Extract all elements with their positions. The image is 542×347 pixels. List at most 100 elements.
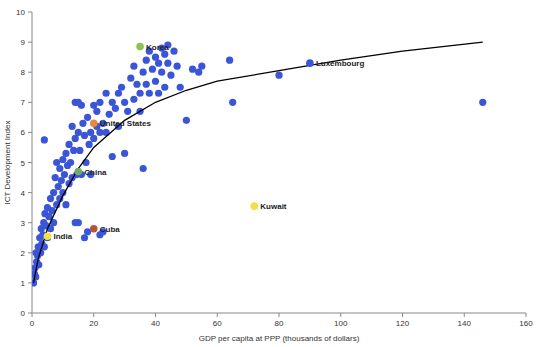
point-label: Cuba <box>100 225 121 234</box>
y-tick-label: 7 <box>21 98 26 107</box>
point <box>41 136 48 143</box>
y-tick <box>28 162 32 163</box>
x-tick <box>217 313 218 317</box>
point <box>189 66 196 73</box>
highlight-point <box>90 120 98 128</box>
y-tick <box>28 12 32 13</box>
x-tick <box>32 313 33 317</box>
x-tick-label: 140 <box>458 319 472 328</box>
x-tick <box>155 313 156 317</box>
point <box>149 66 156 73</box>
y-tick <box>28 72 32 73</box>
chart: 012345678910020406080100120140160GDP per… <box>0 0 542 347</box>
point <box>124 108 131 115</box>
point <box>84 114 91 121</box>
y-tick <box>28 102 32 103</box>
y-tick-label: 3 <box>21 219 26 228</box>
point <box>121 150 128 157</box>
point <box>155 60 162 67</box>
plot-area <box>32 42 486 287</box>
highlight-point <box>306 59 314 67</box>
point <box>81 132 88 139</box>
point <box>479 99 486 106</box>
point <box>52 174 59 181</box>
point <box>130 63 137 70</box>
point <box>177 84 184 91</box>
point-label: China <box>84 168 107 177</box>
point <box>170 48 177 55</box>
point <box>75 219 82 226</box>
point <box>75 129 82 136</box>
point <box>76 147 83 154</box>
x-tick-label: 40 <box>151 319 160 328</box>
point <box>133 81 140 88</box>
point <box>62 150 69 157</box>
highlight-point <box>251 202 259 210</box>
y-tick-label: 6 <box>21 128 26 137</box>
highlight-point <box>90 225 98 233</box>
point <box>75 99 82 106</box>
point <box>70 147 77 154</box>
point <box>109 153 116 160</box>
x-tick-label: 60 <box>213 319 222 328</box>
point-label: United States <box>100 119 152 128</box>
point-label: Luxembourg <box>316 59 365 68</box>
x-tick <box>279 313 280 317</box>
y-tick-label: 8 <box>21 68 26 77</box>
highlight-point <box>136 43 144 51</box>
y-tick <box>28 252 32 253</box>
point <box>167 72 174 79</box>
point <box>174 63 181 70</box>
point <box>164 60 171 67</box>
x-tick <box>526 313 527 317</box>
x-tick-label: 0 <box>30 319 35 328</box>
point <box>79 120 86 127</box>
x-tick-label: 120 <box>396 319 410 328</box>
point <box>69 123 76 130</box>
y-tick <box>28 313 32 314</box>
y-tick-label: 4 <box>21 189 26 198</box>
point <box>86 141 93 148</box>
point <box>127 75 134 82</box>
point <box>155 90 162 97</box>
point <box>96 99 103 106</box>
x-tick <box>464 313 465 317</box>
point <box>93 108 100 115</box>
y-axis-label: ICT Development Index <box>3 121 12 205</box>
y-tick <box>28 42 32 43</box>
x-tick-label: 80 <box>275 319 284 328</box>
point <box>161 84 168 91</box>
y-tick-label: 5 <box>21 159 26 168</box>
y-tick-label: 2 <box>21 249 26 258</box>
highlight-point <box>44 232 52 240</box>
x-tick-label: 100 <box>334 319 348 328</box>
point <box>143 57 150 64</box>
y-tick <box>28 282 32 283</box>
y-tick-label: 1 <box>21 279 26 288</box>
y-tick <box>28 132 32 133</box>
point <box>106 111 113 118</box>
point <box>226 57 233 64</box>
y-tick <box>28 192 32 193</box>
x-tick <box>93 313 94 317</box>
point <box>158 69 165 76</box>
x-tick-label: 160 <box>519 319 533 328</box>
point <box>183 117 190 124</box>
point <box>112 105 119 112</box>
x-axis-label: GDP per capita at PPP (thousands of doll… <box>199 334 360 343</box>
point <box>90 135 97 142</box>
point <box>103 90 110 97</box>
y-tick-label: 0 <box>21 309 26 318</box>
point <box>275 72 282 79</box>
point <box>146 90 153 97</box>
point <box>136 90 143 97</box>
point <box>121 99 128 106</box>
y-tick <box>28 222 32 223</box>
y-tick-label: 9 <box>21 38 26 47</box>
point <box>65 141 72 148</box>
x-tick <box>402 313 403 317</box>
trend-line <box>34 42 483 283</box>
point <box>140 165 147 172</box>
point <box>67 159 74 166</box>
point <box>96 129 103 136</box>
